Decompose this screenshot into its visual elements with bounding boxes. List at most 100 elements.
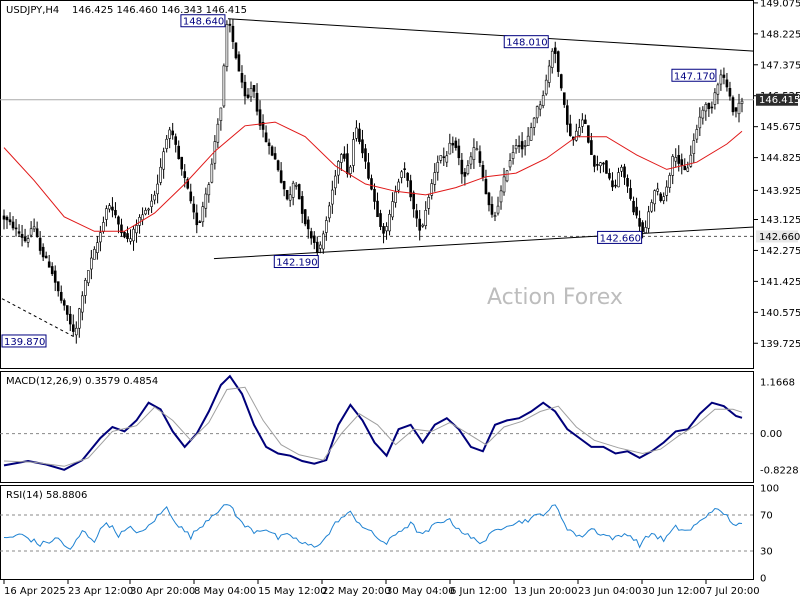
candle-body: [99, 232, 102, 243]
candle-body: [367, 162, 370, 179]
candle-body: [240, 73, 244, 83]
candle-body: [403, 168, 406, 170]
candle-body: [306, 219, 310, 230]
candle-body: [553, 47, 557, 54]
candle-body: [496, 205, 500, 214]
candle-body: [641, 222, 644, 232]
price-label-box: [597, 230, 643, 244]
candle-body: [460, 159, 464, 175]
candle-body: [517, 145, 521, 147]
candle-body: [261, 122, 265, 130]
candle-body: [701, 109, 705, 119]
candle-body: [454, 140, 458, 148]
x-tick-label: 15 May 12:00: [258, 586, 327, 597]
candle-body: [38, 237, 42, 251]
candle-body: [451, 142, 455, 146]
candle-body: [325, 220, 328, 233]
candle-body: [644, 227, 647, 233]
candle-body: [575, 130, 578, 141]
price-label: 142.190: [276, 258, 317, 269]
candle-body: [544, 79, 548, 95]
candle-body: [255, 92, 259, 112]
candle-body: [47, 261, 51, 268]
price-y-tick-label: 145.675: [760, 122, 800, 133]
resistance-trendline: [227, 18, 755, 52]
candle-body: [391, 201, 394, 218]
candle-body: [234, 42, 238, 59]
candle-body: [602, 162, 605, 165]
candle-body: [2, 215, 6, 220]
candle-body: [716, 84, 720, 95]
candle-body: [300, 196, 304, 214]
candle-body: [689, 154, 693, 167]
candle-body: [541, 95, 545, 106]
candle-body: [511, 152, 515, 159]
price-y-tick-label: 144.825: [760, 153, 800, 164]
candle-body: [481, 165, 485, 178]
candle-body: [659, 193, 662, 201]
price-label-box: [671, 68, 717, 82]
candle-body: [439, 155, 443, 161]
candle-body: [285, 190, 289, 200]
candle-body: [147, 208, 150, 211]
macd-line: [3, 374, 743, 471]
candle-body: [361, 139, 364, 154]
candle-body: [514, 145, 518, 150]
candle-body: [68, 313, 72, 325]
candle-body: [520, 141, 524, 150]
candle-body: [719, 74, 723, 85]
candle-body: [62, 300, 66, 306]
rsi-y-tick-label: 0: [760, 574, 766, 585]
x-tick-label: 13 Jun 20:00: [514, 586, 578, 597]
candle-body: [87, 270, 90, 284]
candle-body: [556, 51, 560, 72]
candle-body: [629, 188, 632, 199]
candle-body: [297, 184, 301, 200]
candle-body: [587, 125, 590, 143]
candle-body: [734, 107, 738, 112]
candle-body: [180, 156, 184, 170]
candle-body: [487, 192, 491, 206]
candle-body: [23, 236, 27, 242]
price-y-tick-label: 139.725: [760, 339, 800, 350]
candle-body: [412, 192, 415, 210]
candle-body: [32, 226, 36, 230]
candle-body: [231, 25, 235, 42]
candle-body: [578, 127, 581, 136]
candle-body: [162, 151, 165, 170]
candle-body: [29, 228, 33, 236]
candle-body: [550, 50, 554, 68]
candle-body: [508, 160, 512, 168]
low-dashed-line: [1, 298, 77, 339]
candle-body: [225, 24, 229, 67]
candle-body: [490, 204, 494, 215]
candle-body: [358, 128, 361, 142]
candle-body: [683, 165, 687, 171]
candle-body: [294, 184, 298, 187]
candle-body: [288, 194, 292, 201]
rsi-panel-header: RSI(14) 58.8806: [6, 490, 87, 501]
x-tick-label: 8 May 04:00: [194, 586, 256, 597]
candle-body: [599, 162, 602, 167]
candle-body: [258, 109, 262, 126]
candle-body: [74, 327, 78, 336]
candle-body: [279, 170, 283, 183]
candle-body: [8, 219, 12, 223]
axes: 149.075148.225147.375146.525145.675144.8…: [3, 0, 800, 597]
candle-body: [270, 146, 274, 156]
candle-body: [499, 190, 503, 203]
candle-body: [35, 228, 39, 238]
candle-body: [14, 227, 18, 230]
current-price-box: [756, 93, 798, 106]
candle-body: [159, 166, 162, 183]
candle-body: [267, 142, 271, 147]
candle-body: [150, 200, 153, 207]
price-y-tick-label: 143.125: [760, 215, 800, 226]
candle-body: [59, 291, 63, 301]
candle-body: [312, 235, 316, 243]
current-price-label: 146.415: [759, 95, 800, 106]
candle-body: [400, 171, 403, 178]
candle-body: [17, 231, 21, 234]
x-tick-label: 23 Jun 04:00: [578, 586, 642, 597]
candle-body: [740, 100, 744, 104]
